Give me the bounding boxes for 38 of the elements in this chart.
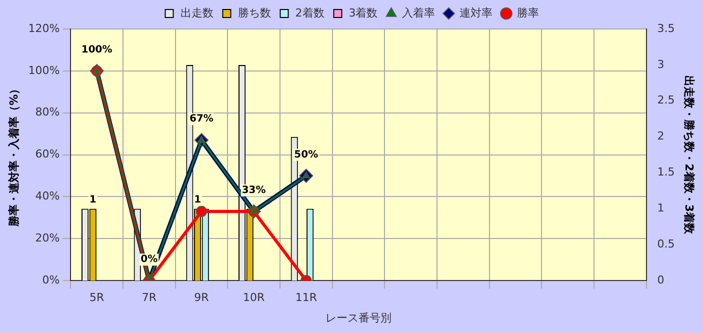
data-label: 33% — [242, 185, 266, 196]
y2-tick-label: 0 — [657, 273, 664, 286]
x-tick-label: 11R — [295, 291, 318, 304]
legend-label: 3着数 — [348, 6, 378, 20]
data-label: 0% — [140, 254, 158, 266]
data-label: 67% — [190, 114, 214, 125]
y-tick-label: 120% — [28, 22, 60, 35]
point — [196, 206, 208, 218]
y2-tick-label: 1.5 — [657, 166, 675, 179]
legend-label: 勝率 — [517, 6, 540, 20]
y-tick-label: 100% — [28, 64, 60, 77]
y2-axis-title: 出走数・勝ち数・2着数・3着数 — [682, 76, 696, 235]
x-tick-label: 5R — [89, 291, 104, 304]
legend-label: 2着数 — [295, 6, 324, 20]
y-tick-label: 60% — [35, 148, 60, 161]
y2-tick-label: 3 — [657, 58, 664, 71]
y-tick-label: 20% — [35, 232, 60, 245]
x-tick-label: 7R — [142, 291, 157, 304]
data-label: 50% — [294, 149, 318, 160]
legend-label: 入着率 — [402, 6, 436, 20]
legend-label: 出走数 — [180, 6, 214, 20]
legend-label: 連対率 — [460, 6, 493, 20]
y2-tick-label: 0.5 — [657, 238, 675, 251]
data-label: 1 — [89, 194, 96, 206]
data-label: 100% — [81, 44, 112, 56]
y2-tick-label: 1 — [657, 202, 664, 215]
y2-tick-label: 2.5 — [657, 94, 675, 107]
y-axis-title: 勝率・連対率・入着率（%） — [7, 83, 20, 228]
y-tick-label: 80% — [35, 106, 60, 119]
x-axis-title: レース番号別 — [325, 311, 392, 324]
legend-label: 勝ち数 — [238, 6, 271, 20]
y2-tick-label: 3.5 — [657, 22, 675, 35]
x-tick-label: 9R — [194, 291, 210, 304]
y2-tick-label: 2 — [657, 130, 664, 143]
data-label: 1 — [194, 194, 202, 206]
y-tick-label: 40% — [35, 190, 60, 203]
x-tick-label: 10R — [242, 291, 265, 304]
y-tick-label: 0% — [42, 273, 60, 286]
